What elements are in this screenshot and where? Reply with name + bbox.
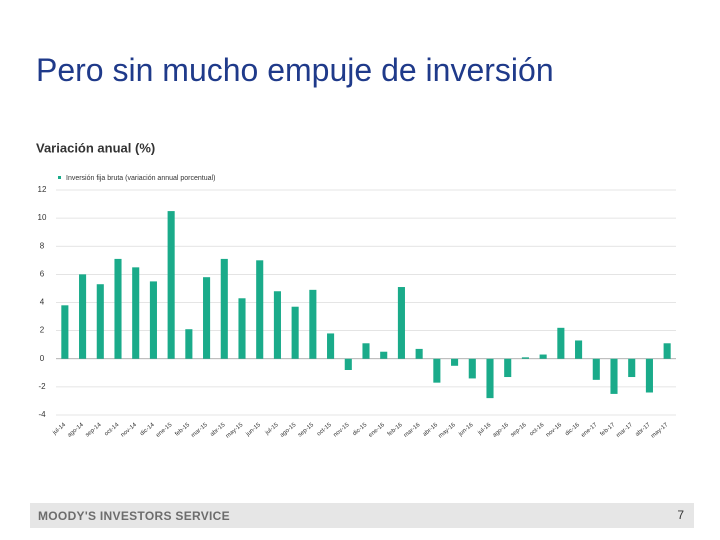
bar xyxy=(238,298,246,359)
bar xyxy=(663,343,671,359)
x-tick-label: mar-17 xyxy=(616,422,635,439)
slide-title: Pero sin mucho empuje de inversión xyxy=(36,52,554,88)
bar xyxy=(220,258,228,359)
bar xyxy=(451,358,459,366)
y-tick-label: 2 xyxy=(40,326,45,335)
y-tick-label: 6 xyxy=(40,269,45,278)
bar xyxy=(256,260,264,359)
bar xyxy=(362,343,370,359)
bar xyxy=(645,358,653,393)
x-tick-label: nov-15 xyxy=(333,422,351,439)
bar xyxy=(575,340,583,359)
x-tick-label: feb-17 xyxy=(599,422,616,438)
bar xyxy=(539,354,547,359)
bar xyxy=(468,358,476,379)
brand: MOODY'S INVESTORS SERVICE xyxy=(38,509,230,523)
bar xyxy=(79,274,87,359)
x-tick-label: feb-16 xyxy=(387,422,404,438)
bar xyxy=(327,333,335,359)
bar xyxy=(291,306,299,359)
y-tick-label: 12 xyxy=(38,185,47,194)
x-tick-label: nov-16 xyxy=(545,422,563,439)
x-tick-label: may-15 xyxy=(225,422,245,440)
x-tick-label: sep-16 xyxy=(510,422,528,439)
bar xyxy=(114,258,122,359)
bar xyxy=(433,358,441,383)
bar xyxy=(309,289,317,359)
y-tick-label: -2 xyxy=(38,382,46,391)
bar xyxy=(557,327,565,359)
bar xyxy=(592,358,600,380)
page-number: 7 xyxy=(677,508,684,522)
x-tick-label: jul-14 xyxy=(51,422,67,437)
bar xyxy=(486,358,494,399)
x-tick-label: nov-14 xyxy=(120,422,138,439)
bar xyxy=(185,329,193,359)
x-tick-label: ago-15 xyxy=(279,422,298,439)
y-tick-label: 10 xyxy=(38,213,47,222)
x-tick-label: ene-16 xyxy=(368,422,387,439)
bar xyxy=(167,211,175,359)
chart: Variación anual (%) Inversión fija bruta… xyxy=(36,140,676,440)
bar xyxy=(610,358,618,394)
bar xyxy=(628,358,636,378)
bar xyxy=(415,348,423,359)
x-tick-label: ago-16 xyxy=(492,422,511,439)
chart-title: Variación anual (%) xyxy=(36,140,155,155)
legend-swatch xyxy=(58,176,61,179)
bar xyxy=(504,358,512,378)
bar xyxy=(132,267,140,359)
bar xyxy=(380,351,388,359)
x-tick-label: feb-15 xyxy=(174,422,191,438)
x-tick-label: oct-15 xyxy=(316,422,333,438)
x-tick-label: mar-16 xyxy=(403,422,422,439)
x-tick-label: ene-15 xyxy=(155,422,174,439)
x-tick-label: jun-15 xyxy=(245,422,263,438)
x-tick-label: dic-14 xyxy=(139,422,156,438)
x-tick-label: may-16 xyxy=(438,422,458,440)
x-tick-label: dic-16 xyxy=(564,422,581,438)
x-tick-label: oct-14 xyxy=(104,422,121,438)
bar xyxy=(61,305,69,359)
x-tick-label: may-17 xyxy=(650,422,670,440)
x-tick-label: jul-16 xyxy=(476,422,492,437)
legend-label: Inversión fija bruta (variación annual p… xyxy=(66,175,215,182)
x-tick-label: sep-15 xyxy=(297,422,315,439)
y-tick-label: 8 xyxy=(40,241,45,250)
x-tick-label: jun-16 xyxy=(457,422,475,438)
x-tick-label: oct-16 xyxy=(529,422,546,438)
x-tick-label: ago-14 xyxy=(67,422,86,439)
bar xyxy=(521,357,529,359)
bar xyxy=(397,287,405,359)
x-tick-label: dic-15 xyxy=(352,422,369,438)
bar xyxy=(273,291,281,359)
y-tick-label: 0 xyxy=(40,354,45,363)
x-tick-label: jul-15 xyxy=(264,422,280,437)
bar xyxy=(149,281,157,359)
bar xyxy=(344,358,352,370)
bar xyxy=(203,277,211,359)
x-tick-label: ene-17 xyxy=(580,422,599,439)
x-tick-label: mar-15 xyxy=(190,422,209,439)
bar xyxy=(96,284,104,359)
y-tick-label: 4 xyxy=(40,298,45,307)
footer: MOODY'S INVESTORS SERVICE 7 xyxy=(30,503,694,528)
x-tick-label: sep-14 xyxy=(85,422,103,439)
y-tick-label: -4 xyxy=(38,410,46,419)
